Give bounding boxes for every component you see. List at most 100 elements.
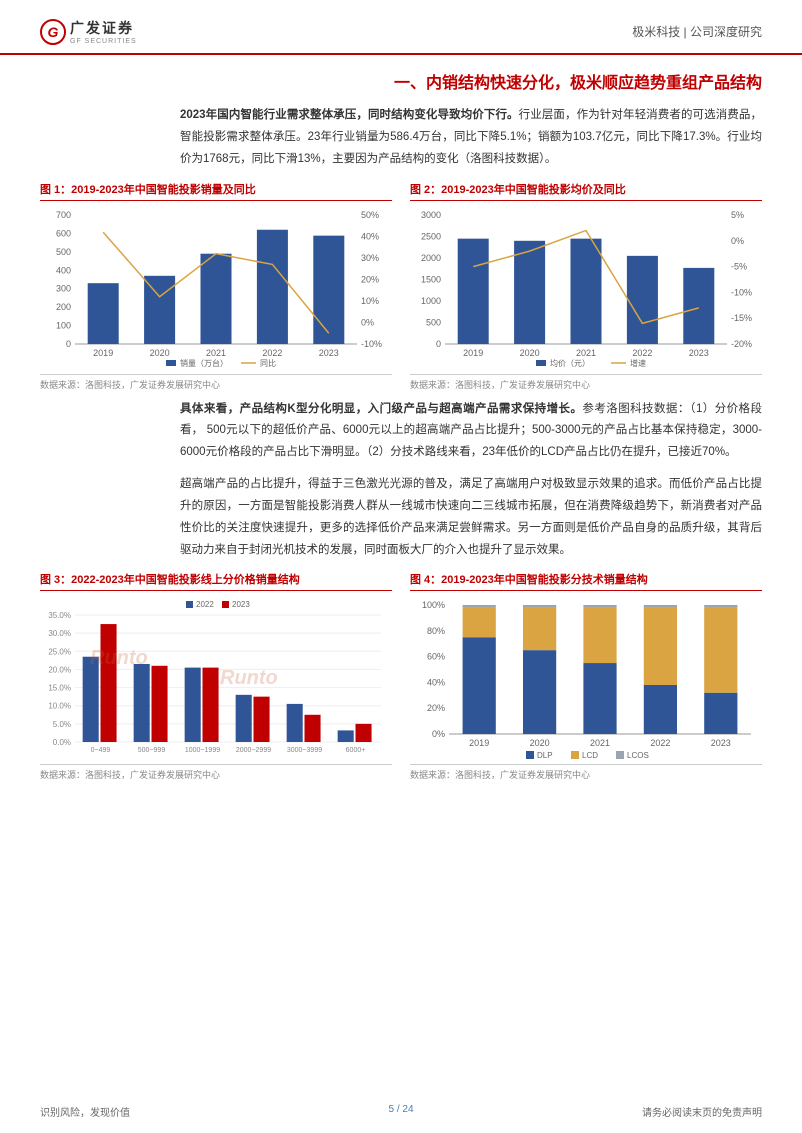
svg-text:2000~2999: 2000~2999 [236, 747, 271, 754]
svg-text:2022: 2022 [262, 348, 282, 358]
chart-2: 050010001500200025003000-20%-15%-10%-5%0… [410, 207, 762, 372]
chart-1: 0 100 200 300 400 500 600 700 -10% 0% 10% 20% 30% 40%… [40, 207, 392, 372]
svg-text:1000: 1000 [421, 296, 441, 306]
svg-text:35.0%: 35.0% [48, 611, 71, 620]
svg-text:LCD: LCD [582, 751, 598, 760]
svg-text:2022: 2022 [650, 738, 670, 748]
svg-text:3000: 3000 [421, 210, 441, 220]
chart-3-block: 图 3：2022-2023年中国智能投影线上分价格销量结构 0.0% 5.0% 10… [40, 571, 392, 781]
chart-3: 0.0% 5.0% 10.0% 15.0% 20.0% 25.0% 30.0% 35.0% 0~… [40, 597, 392, 762]
chart-4-title: 图 4：2019-2023年中国智能投影分技术销量结构 [410, 571, 762, 591]
chart-2-source: 数据来源：洛图科技，广发证券发展研究中心 [410, 374, 762, 391]
svg-text:20.0%: 20.0% [48, 666, 71, 675]
logo: G 广发证券 GF SECURITIES [40, 18, 137, 45]
svg-text:500: 500 [56, 246, 71, 256]
svg-text:100: 100 [56, 320, 71, 330]
svg-text:400: 400 [56, 265, 71, 275]
section-title: 一、内销结构快速分化，极米顺应趋势重组产品结构 [40, 69, 762, 93]
svg-text:2022: 2022 [632, 348, 652, 358]
svg-text:2020: 2020 [520, 348, 540, 358]
svg-text:25.0%: 25.0% [48, 648, 71, 657]
svg-text:0%: 0% [361, 317, 374, 327]
svg-text:0%: 0% [432, 729, 445, 739]
chart-4: 0%20%40%60%80%100%20192020202120222023DL… [410, 597, 762, 762]
chart-1-source: 数据来源：洛图科技，广发证券发展研究中心 [40, 374, 392, 391]
svg-text:2020: 2020 [150, 348, 170, 358]
chart-2-title: 图 2：2019-2023年中国智能投影均价及同比 [410, 181, 762, 201]
page-header: G 广发证券 GF SECURITIES 极米科技 | 公司深度研究 [0, 0, 802, 55]
svg-text:销量（万台）: 销量（万台） [180, 358, 228, 368]
logo-icon: G [40, 19, 66, 45]
svg-text:10.0%: 10.0% [48, 702, 71, 711]
footer-page-number: 5 / 24 [388, 1104, 413, 1115]
svg-text:2021: 2021 [590, 738, 610, 748]
svg-text:2500: 2500 [421, 231, 441, 241]
footer-left: 识别风险，发现价值 [40, 1104, 130, 1119]
charts-row-2: 图 3：2022-2023年中国智能投影线上分价格销量结构 0.0% 5.0% 10… [40, 571, 762, 781]
svg-text:200: 200 [56, 302, 71, 312]
chart-4-source: 数据来源：洛图科技，广发证券发展研究中心 [410, 764, 762, 781]
svg-text:DLP: DLP [537, 751, 553, 760]
svg-text:5%: 5% [731, 210, 744, 220]
svg-text:增速: 增速 [630, 358, 646, 368]
svg-text:2023: 2023 [319, 348, 339, 358]
svg-text:0~499: 0~499 [91, 747, 111, 754]
svg-text:15.0%: 15.0% [48, 684, 71, 693]
svg-text:-15%: -15% [731, 313, 752, 323]
svg-text:30.0%: 30.0% [48, 630, 71, 639]
svg-text:2021: 2021 [576, 348, 596, 358]
svg-text:-10%: -10% [361, 339, 382, 349]
chart-1-block: 图 1：2019-2023年中国智能投影销量及同比 0 100 200 300 400 5… [40, 181, 392, 391]
logo-subtext: GF SECURITIES [70, 38, 137, 45]
svg-text:2021: 2021 [206, 348, 226, 358]
svg-text:2000: 2000 [421, 253, 441, 263]
charts-row-1: 图 1：2019-2023年中国智能投影销量及同比 0 100 200 300 400 5… [40, 181, 762, 391]
chart-4-block: 图 4：2019-2023年中国智能投影分技术销量结构 0%20%40%60%8… [410, 571, 762, 781]
svg-text:20%: 20% [361, 274, 379, 284]
svg-text:LCOS: LCOS [627, 751, 649, 760]
svg-text:0.0%: 0.0% [53, 738, 71, 747]
svg-text:2019: 2019 [469, 738, 489, 748]
svg-text:6000+: 6000+ [346, 747, 366, 754]
svg-text:2020: 2020 [530, 738, 550, 748]
chart-1-title: 图 1：2019-2023年中国智能投影销量及同比 [40, 181, 392, 201]
chart-3-title: 图 3：2022-2023年中国智能投影线上分价格销量结构 [40, 571, 392, 591]
page-footer: 识别风险，发现价值 5 / 24 请务必阅读末页的免责声明 [0, 1104, 802, 1119]
svg-text:2023: 2023 [689, 348, 709, 358]
svg-text:10%: 10% [361, 296, 379, 306]
svg-text:50%: 50% [361, 210, 379, 220]
svg-text:20%: 20% [427, 704, 445, 714]
svg-text:0: 0 [66, 339, 71, 349]
footer-right: 请务必阅读末页的免责声明 [642, 1104, 762, 1119]
svg-text:3000~3999: 3000~3999 [287, 747, 322, 754]
svg-text:同比: 同比 [260, 358, 276, 368]
paragraph-1: 2023年国内智能行业需求整体承压，同时结构变化导致均价下行。行业层面，作为针对… [40, 105, 762, 171]
svg-text:均价（元）: 均价（元） [550, 358, 590, 368]
svg-text:1500: 1500 [421, 274, 441, 284]
svg-text:40%: 40% [361, 231, 379, 241]
svg-text:2023: 2023 [232, 600, 250, 609]
svg-text:500~999: 500~999 [138, 747, 166, 754]
svg-text:2023: 2023 [711, 738, 731, 748]
svg-text:-5%: -5% [731, 261, 747, 271]
paragraph-2: 具体来看，产品结构K型分化明显，入门级产品与超高端产品需求保持增长。参考洛图科技… [40, 399, 762, 465]
logo-text: 广发证券 [70, 18, 137, 38]
svg-text:0%: 0% [731, 235, 744, 245]
svg-text:5.0%: 5.0% [53, 720, 71, 729]
chart-2-block: 图 2：2019-2023年中国智能投影均价及同比 05001000150020… [410, 181, 762, 391]
svg-text:-10%: -10% [731, 287, 752, 297]
svg-text:100%: 100% [422, 600, 445, 610]
svg-text:2019: 2019 [463, 348, 483, 358]
svg-text:300: 300 [56, 283, 71, 293]
svg-text:60%: 60% [427, 652, 445, 662]
svg-text:700: 700 [56, 210, 71, 220]
svg-text:1000~1999: 1000~1999 [185, 747, 220, 754]
svg-text:-20%: -20% [731, 339, 752, 349]
header-meta: 极米科技 | 公司深度研究 [632, 23, 762, 40]
para2-bold: 具体来看，产品结构K型分化明显，入门级产品与超高端产品需求保持增长。 [180, 403, 582, 415]
svg-text:30%: 30% [361, 253, 379, 263]
svg-text:2019: 2019 [93, 348, 113, 358]
chart-3-source: 数据来源：洛图科技，广发证券发展研究中心 [40, 764, 392, 781]
svg-text:600: 600 [56, 228, 71, 238]
svg-text:40%: 40% [427, 678, 445, 688]
